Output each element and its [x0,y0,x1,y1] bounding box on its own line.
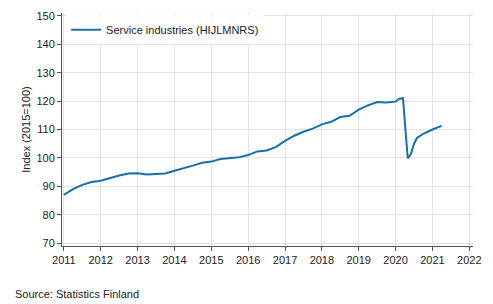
svg-text:140: 140 [36,38,54,50]
svg-text:110: 110 [37,123,55,135]
svg-text:2020: 2020 [383,254,407,266]
svg-text:2021: 2021 [420,254,444,266]
svg-text:2017: 2017 [273,254,297,266]
svg-text:150: 150 [36,10,54,22]
svg-text:2019: 2019 [346,254,370,266]
svg-text:2011: 2011 [52,254,76,266]
svg-text:2012: 2012 [88,254,112,266]
svg-text:120: 120 [36,95,54,107]
svg-text:2013: 2013 [125,254,149,266]
svg-text:Service industries (HIJLMNRS): Service industries (HIJLMNRS) [106,24,258,36]
svg-text:80: 80 [43,209,55,221]
svg-text:2018: 2018 [310,254,334,266]
svg-text:Index (2015=100): Index (2015=100) [20,86,32,173]
svg-text:Source: Statistics Finland: Source: Statistics Finland [15,288,139,300]
svg-text:130: 130 [36,67,54,79]
svg-text:90: 90 [43,180,55,192]
svg-text:2022: 2022 [457,254,481,266]
svg-text:2016: 2016 [236,254,260,266]
svg-text:100: 100 [36,152,54,164]
svg-text:70: 70 [43,237,55,249]
svg-text:2015: 2015 [199,254,223,266]
svg-text:2014: 2014 [162,254,186,266]
